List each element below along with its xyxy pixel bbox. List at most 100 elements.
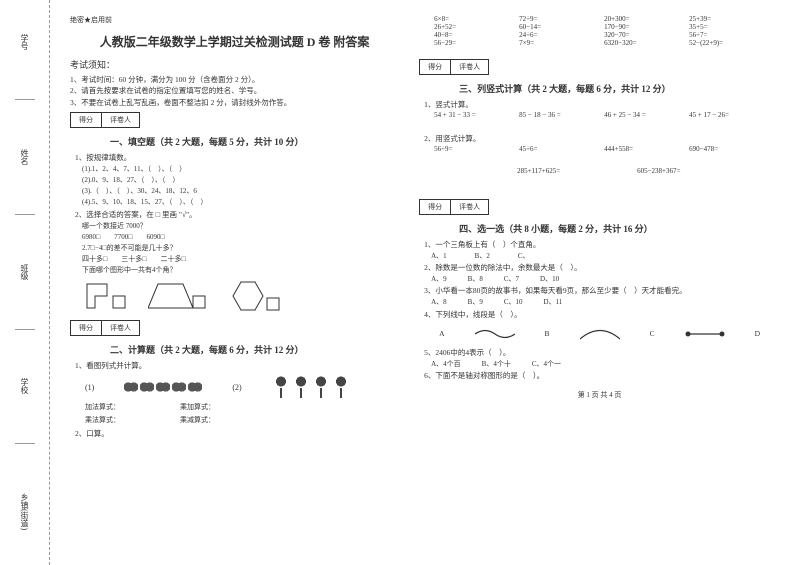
score-box: 得分 评卷人: [419, 199, 489, 215]
s4q1o: A、1 B、2 C、: [431, 251, 780, 262]
calc: 72÷9=: [519, 15, 579, 23]
s2q1: 1、看图列式并计算。: [75, 360, 399, 372]
opt-a: A: [439, 329, 444, 338]
section4-title: 四、选一选（共 8 小题，每题 2 分，共计 16 分）: [459, 222, 780, 235]
chadd-label: 乘加算式：: [180, 402, 215, 412]
bind-line: [15, 99, 35, 100]
s3q2: 2、用竖式计算。: [424, 133, 780, 145]
s3q1: 1、竖式计算。: [424, 99, 780, 111]
section3-title: 三、列竖式计算（共 2 大题，每题 6 分，共计 12 分）: [459, 82, 780, 95]
marker-cell: 评卷人: [102, 321, 139, 335]
calc: 40÷8=: [434, 31, 494, 39]
trapezoid-icon: [148, 282, 208, 310]
calc: 85 − 18 − 36 =: [519, 111, 579, 119]
calc: 35+5=: [689, 23, 749, 31]
calc: 6320−320=: [604, 39, 664, 47]
calc: 56÷7=: [689, 31, 749, 39]
instr-1: 1、考试时间：60 分钟，满分为 100 分（含卷面分 2 分）。: [70, 74, 399, 85]
flower-icon: [332, 376, 350, 398]
s4q5o: A、4个百 B、4个十 C、4个一: [431, 359, 780, 370]
left-column: 绝密★启用前 人教版二年级数学上学期过关检测试题 D 卷 附答案 考试须知： 1…: [60, 15, 409, 550]
calc-grid: 6×8= 72÷9= 20+300= 25+39= 26+52= 60−14= …: [434, 15, 780, 47]
butterfly-icon: [124, 381, 138, 393]
calc: 320−70=: [604, 31, 664, 39]
flower-icon: [312, 376, 330, 398]
calc: 54 + 31 − 33 =: [434, 111, 494, 119]
calc: 444+558=: [604, 145, 664, 153]
ans-row-1: 加法算式： 乘加算式：: [85, 402, 384, 412]
score-box: 得分 评卷人: [70, 320, 140, 336]
bind-label-0: 学号: [19, 34, 30, 50]
bind-label-2: 班级: [19, 264, 30, 280]
butterfly-row: (1) (2): [85, 376, 384, 398]
s4q4: 4、下列线中，线段是（ ）。: [424, 309, 780, 321]
q1d: (4).5、9、10、18、15、27、（ ）、（ ）: [82, 197, 399, 208]
s3q2-row: 56÷9= 45÷6= 444+558= 690−478=: [434, 145, 780, 153]
s3q1-row: 54 + 31 − 33 = 85 − 18 − 36 = 46 + 25 − …: [434, 111, 780, 119]
butterfly-icon: [188, 381, 202, 393]
s4q3: 3、小华看一本80页的故事书，如果每天看9页，那么至少要（ ）天才能看完。: [424, 285, 780, 297]
calc: 25+39=: [689, 15, 749, 23]
lines-row: A B C D: [439, 327, 760, 341]
s4q2: 2、除数是一位数的除法中，余数最大是（ ）。: [424, 262, 780, 274]
q1c: (3).（ ）、（ ）、30、24、18、12、6: [82, 186, 399, 197]
section2-title: 二、计算题（共 2 大题，每题 6 分，共计 12 分）: [110, 343, 399, 356]
score-cell: 得分: [420, 200, 451, 214]
right-column: 6×8= 72÷9= 20+300= 25+39= 26+52= 60−14= …: [409, 15, 790, 550]
opt-b: B: [545, 329, 550, 338]
instructions-title: 考试须知：: [70, 58, 399, 71]
shapes-row: [85, 280, 399, 312]
exam-title: 人教版二年级数学上学期过关检测试题 D 卷 附答案: [70, 33, 399, 50]
score-box: 得分 评卷人: [419, 59, 489, 75]
curve-line-icon: [580, 327, 620, 341]
score-cell: 得分: [420, 60, 451, 74]
bind-label-4: 乡镇(街道): [19, 493, 30, 530]
bind-label-1: 姓名: [19, 149, 30, 165]
calc: 26+52=: [434, 23, 494, 31]
s2q2: 2、口算。: [75, 428, 399, 440]
instr-3: 3、不要在试卷上乱写乱画，卷面不整洁扣 2 分，请封线外勿作答。: [70, 97, 399, 108]
q2d: 四十多□ 三十多□ 二十多□: [82, 254, 399, 265]
calc: 6×8=: [434, 15, 494, 23]
bind-label-3: 学校: [19, 378, 30, 394]
calc: 170−90=: [604, 23, 664, 31]
s4q1: 1、一个三角板上有（ ）个直角。: [424, 239, 780, 251]
secret-marker: 绝密★启用前: [70, 15, 399, 25]
calc: 7×9=: [519, 39, 579, 47]
opt-c: C: [650, 329, 655, 338]
q2a: 哪一个数接近 7000？: [82, 221, 399, 232]
ans-row-2: 乘法算式： 乘减算式：: [85, 415, 384, 425]
section1-title: 一、填空题（共 2 大题，每题 5 分，共计 10 分）: [110, 135, 399, 148]
score-cell: 得分: [71, 321, 102, 335]
calc: 52−(22+9)=: [689, 39, 749, 47]
flower-icon: [292, 376, 310, 398]
calc: 56−29=: [434, 39, 494, 47]
page-number: 第 1 页 共 4 页: [419, 390, 780, 400]
s3q2b-row: 285+117+625= 605−238+367=: [434, 167, 780, 175]
q2c: 2.7□−4□的差不可能是几十多？: [82, 243, 399, 254]
calc: 45 + 17 − 26=: [689, 111, 749, 119]
butterflies: [124, 381, 202, 393]
label-2: (2): [232, 383, 241, 392]
calc: 45÷6=: [519, 145, 579, 153]
butterfly-icon: [172, 381, 186, 393]
bind-line: [15, 443, 35, 444]
flower-icon: [272, 376, 290, 398]
s4q3o: A、8 B、9 C、10 D、11: [431, 297, 780, 308]
butterfly-icon: [140, 381, 154, 393]
score-box: 得分 评卷人: [70, 112, 140, 128]
instr-2: 2、请首先按要求在试卷的指定位置填写您的姓名、学号。: [70, 85, 399, 96]
calc: 20+300=: [604, 15, 664, 23]
calc: 56÷9=: [434, 145, 494, 153]
q1a: (1).1、2、4、7、11、（ ）、（ ）: [82, 164, 399, 175]
calc: 24÷6=: [519, 31, 579, 39]
binding-margin: 学号 姓名 班级 学校 乡镇(街道): [0, 0, 50, 565]
opt-d: D: [755, 329, 760, 338]
page-content: 绝密★启用前 人教版二年级数学上学期过关检测试题 D 卷 附答案 考试须知： 1…: [50, 0, 800, 565]
s4q6: 6、下面不是轴对称图形的是（ ）。: [424, 370, 780, 382]
calc: 605−238+367=: [637, 167, 697, 175]
butterfly-icon: [156, 381, 170, 393]
mul-label: 乘法算式：: [85, 415, 120, 425]
add-label: 加法算式：: [85, 402, 120, 412]
bind-line: [15, 214, 35, 215]
